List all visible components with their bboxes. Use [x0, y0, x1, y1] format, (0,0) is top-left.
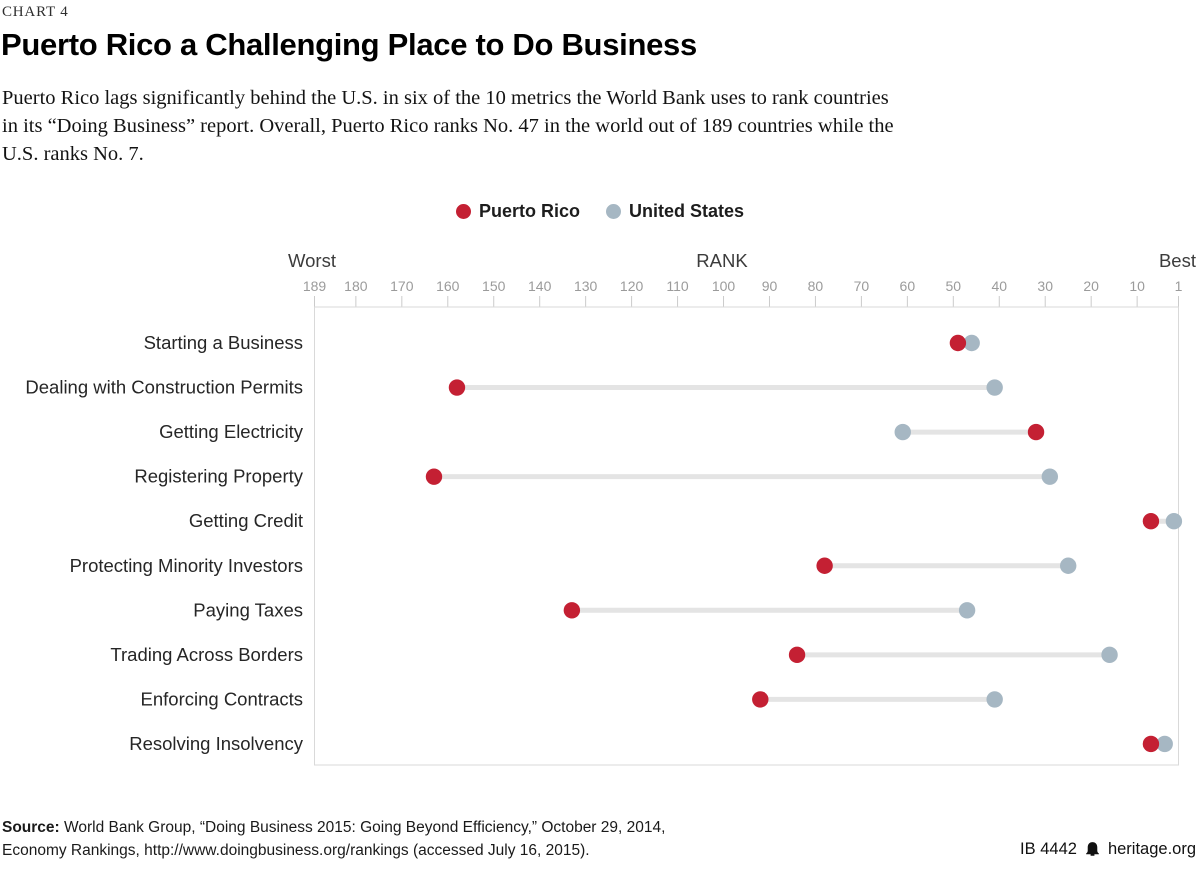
source-line-2: Economy Rankings, http://www.doingbusine… — [2, 842, 590, 859]
tick-label: 120 — [620, 278, 644, 294]
tick-label: 180 — [344, 278, 368, 294]
axis-rank-label: RANK — [696, 250, 748, 271]
source-line-1: Source: World Bank Group, “Doing Busines… — [2, 816, 665, 839]
category-label: Getting Electricity — [159, 421, 304, 442]
tick-label: 150 — [482, 278, 506, 294]
dot-puerto-rico — [1142, 513, 1160, 530]
tick-label: 80 — [808, 278, 824, 294]
dot-united-states — [963, 334, 980, 352]
category-label: Registering Property — [134, 466, 303, 487]
axis-best-label: Best — [1159, 250, 1196, 271]
tick-label: 60 — [900, 278, 916, 294]
category-label: Protecting Minority Investors — [70, 555, 303, 576]
category-label: Dealing with Construction Permits — [25, 377, 303, 398]
dot-united-states — [1165, 513, 1183, 530]
category-label: Starting a Business — [144, 332, 303, 353]
legend-dot-icon-united-states — [605, 204, 621, 219]
dot-puerto-rico — [752, 691, 769, 708]
chart-number-label: CHART 4 — [2, 4, 69, 20]
category-label: Getting Credit — [189, 510, 303, 531]
category-label: Enforcing Contracts — [141, 688, 303, 709]
dot-puerto-rico — [816, 557, 833, 574]
source-note: Source: World Bank Group, “Doing Busines… — [2, 816, 665, 862]
page-title: Puerto Rico a Challenging Place to Do Bu… — [1, 27, 697, 62]
tick-label: 20 — [1083, 278, 1099, 294]
tick-label: 130 — [574, 278, 598, 294]
category-label: Trading Across Borders — [110, 644, 303, 665]
tick-label: 160 — [436, 278, 460, 294]
legend-item-united-states: United States — [605, 201, 745, 222]
source-label: Source: — [2, 819, 60, 836]
source-text-1: World Bank Group, “Doing Business 2015: … — [64, 819, 666, 836]
legend-label-united-states: United States — [628, 201, 745, 221]
subtitle-line-1: Puerto Rico lags significantly behind th… — [2, 87, 889, 109]
dot-united-states — [1156, 735, 1173, 753]
report-id: IB 4442 — [1020, 840, 1077, 858]
footer-branding: IB 4442 heritage.org — [1020, 840, 1196, 859]
dot-united-states — [1060, 557, 1077, 574]
heritage-bell-icon — [1086, 842, 1099, 856]
dot-united-states — [986, 379, 1003, 396]
category-label: Resolving Insolvency — [129, 733, 304, 754]
dot-puerto-rico — [949, 334, 967, 352]
dot-puerto-rico — [1027, 423, 1045, 441]
category-label: Paying Taxes — [193, 599, 303, 620]
tick-label: 140 — [528, 278, 552, 294]
tick-label: 10 — [1129, 278, 1145, 294]
site-name: heritage.org — [1107, 840, 1196, 858]
tick-label: 40 — [991, 278, 1007, 294]
dot-puerto-rico — [563, 602, 581, 619]
legend-item-puerto-rico: Puerto Rico — [455, 201, 580, 222]
subtitle-line-2: in its “Doing Business” report. Overall,… — [2, 115, 894, 137]
dot-united-states — [958, 602, 976, 619]
tick-label: 110 — [666, 278, 689, 294]
tick-label: 100 — [712, 278, 736, 294]
tick-label: 170 — [390, 278, 414, 294]
dot-united-states — [1101, 646, 1118, 664]
dot-puerto-rico — [448, 379, 466, 396]
dot-puerto-rico — [425, 468, 443, 485]
plot-border — [314, 306, 1179, 766]
tick-label: 1 — [1175, 278, 1183, 294]
tick-label: 70 — [854, 278, 870, 294]
legend: Puerto Rico United States — [0, 201, 1200, 222]
tick-label: 50 — [946, 278, 962, 294]
tick-label: 30 — [1037, 278, 1053, 294]
dot-united-states — [986, 691, 1003, 708]
dot-united-states — [894, 423, 911, 441]
legend-label-puerto-rico: Puerto Rico — [478, 201, 580, 221]
subtitle-line-3: U.S. ranks No. 7. — [2, 143, 144, 165]
page-subtitle: Puerto Rico lags significantly behind th… — [2, 84, 894, 168]
tick-label: 189 — [303, 278, 327, 294]
legend-dot-icon-puerto-rico — [455, 204, 471, 219]
dot-puerto-rico — [788, 646, 806, 664]
tick-label: 90 — [762, 278, 778, 294]
axis-worst-label: Worst — [288, 250, 336, 271]
dot-puerto-rico — [1142, 735, 1160, 753]
dot-united-states — [1041, 468, 1059, 485]
